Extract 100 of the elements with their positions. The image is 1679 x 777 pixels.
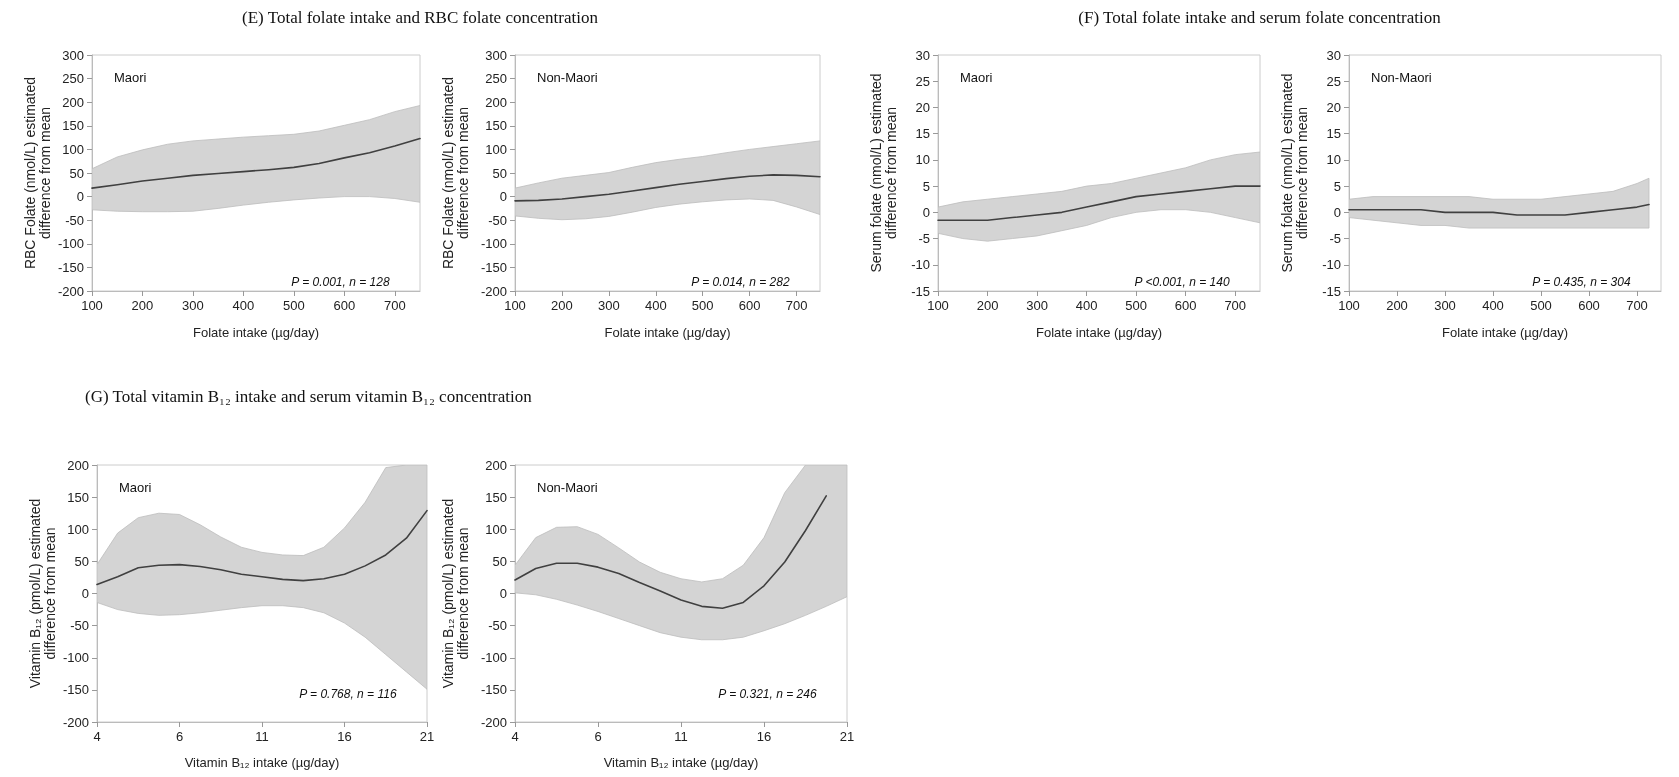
y-tick-label: -5 xyxy=(1329,231,1341,247)
y-tick-label: -50 xyxy=(65,212,84,228)
x-tick-label: 600 xyxy=(1174,298,1197,313)
x-tick-label: 16 xyxy=(756,729,772,744)
x-tick-label: 4 xyxy=(511,729,519,744)
annotation: P = 0.001, n = 128 xyxy=(291,275,390,289)
y-tick-label: -10 xyxy=(911,257,930,273)
y-tick-label: -150 xyxy=(480,259,507,275)
x-axis-title: Folate intake (µg/day) xyxy=(193,325,319,340)
line-series xyxy=(514,174,821,202)
x-tick-label: 4 xyxy=(93,729,101,744)
y-tick-label: 30 xyxy=(1326,47,1341,63)
annotation: P = 0.435, n = 304 xyxy=(1532,275,1631,289)
annotation: P = 0.768, n = 116 xyxy=(299,687,397,701)
line-series xyxy=(91,137,421,189)
y-tick-label: 0 xyxy=(922,204,930,220)
y-tick-label: 50 xyxy=(492,553,507,569)
y-axis-title: Vitamin B₁₂ (pmol/L) estimated difference from mean xyxy=(26,498,58,689)
y-tick-label: 0 xyxy=(499,586,507,601)
x-tick-label: 11 xyxy=(255,729,269,744)
y-tick-label: 25 xyxy=(1326,73,1341,89)
x-tick-label: 500 xyxy=(691,298,714,313)
annotation: P = 0.014, n = 282 xyxy=(691,275,790,289)
x-tick-label: 500 xyxy=(282,298,305,313)
y-tick-label: -10 xyxy=(1322,257,1341,273)
y-tick-label: -100 xyxy=(57,236,84,252)
chart-title: (F) Total folate intake and serum folate concentration xyxy=(1078,8,1442,27)
y-tick-label: 20 xyxy=(1326,99,1341,115)
annotation: P <0.001, n = 140 xyxy=(1134,275,1230,289)
y-tick-label: 100 xyxy=(485,521,507,537)
x-tick-label: 21 xyxy=(839,729,855,744)
y-tick-label: 0 xyxy=(499,189,507,205)
y-tick-label: 5 xyxy=(922,178,930,194)
y-axis-title: RBC Folate (nmol/L) estimated difference from mean xyxy=(21,76,53,270)
y-tick-label: -15 xyxy=(911,283,930,299)
chart-title: (E) Total folate intake and RBC folate concentration xyxy=(242,8,599,27)
y-tick-label: 100 xyxy=(62,141,84,157)
annotation: Maori xyxy=(960,70,993,85)
annotation: Non-Maori xyxy=(537,70,598,85)
y-tick-label: -15 xyxy=(1322,283,1341,299)
y-tick-label: 5 xyxy=(1333,178,1341,194)
x-tick-label: 200 xyxy=(1386,298,1408,313)
y-tick-label: 15 xyxy=(915,126,930,142)
x-tick-label: 600 xyxy=(738,298,761,313)
y-tick-label: -150 xyxy=(62,682,89,698)
x-tick-label: 700 xyxy=(1626,298,1648,313)
y-tick-label: 15 xyxy=(1326,126,1341,142)
y-tick-label: 0 xyxy=(81,586,89,601)
y-tick-label: 250 xyxy=(62,71,84,87)
y-tick-label: 10 xyxy=(915,152,930,168)
line-series xyxy=(514,495,828,610)
x-tick-label: 300 xyxy=(597,298,620,313)
y-tick-label: -200 xyxy=(62,714,89,730)
x-tick-label: 500 xyxy=(1530,298,1552,313)
y-tick-label: -100 xyxy=(480,236,507,252)
x-tick-label: 200 xyxy=(551,298,573,313)
x-axis-title: Folate intake (µg/day) xyxy=(604,325,731,340)
x-tick-label: 21 xyxy=(419,729,435,744)
x-tick-label: 16 xyxy=(337,729,352,744)
annotation: Maori xyxy=(114,70,147,85)
y-tick-label: -50 xyxy=(488,212,507,228)
annotation: Non-Maori xyxy=(1371,70,1432,85)
x-tick-label: 600 xyxy=(1578,298,1600,313)
y-tick-label: 50 xyxy=(74,553,89,569)
y-tick-label: 20 xyxy=(915,99,930,115)
x-tick-label: 200 xyxy=(976,298,999,313)
x-tick-label: 700 xyxy=(383,298,406,313)
x-tick-label: 500 xyxy=(1125,298,1148,313)
y-tick-label: 150 xyxy=(485,489,507,505)
x-axis-title: Vitamin B₁₂ intake (µg/day) xyxy=(603,755,759,770)
y-tick-label: 25 xyxy=(915,73,930,89)
chart-title: (G) Total vitamin B₁₂ intake and serum vitamin B₁₂ concentration xyxy=(85,387,533,406)
y-tick-label: 200 xyxy=(67,457,89,473)
x-tick-label: 600 xyxy=(333,298,356,313)
y-tick-label: 0 xyxy=(76,189,84,205)
x-tick-label: 700 xyxy=(1224,298,1247,313)
y-tick-label: 100 xyxy=(485,141,507,157)
y-tick-label: -200 xyxy=(480,714,507,730)
x-tick-label: 400 xyxy=(1482,298,1504,313)
y-tick-label: 150 xyxy=(62,118,84,134)
y-tick-label: 250 xyxy=(485,71,507,87)
y-tick-label: 0 xyxy=(1333,204,1341,220)
x-tick-label: 300 xyxy=(1026,298,1048,313)
x-axis-title: Folate intake (µg/day) xyxy=(1036,325,1162,340)
y-tick-label: 10 xyxy=(1326,152,1341,168)
y-tick-label: 150 xyxy=(485,118,507,134)
x-tick-label: 6 xyxy=(175,729,184,744)
x-axis-title: Folate intake (µg/day) xyxy=(1442,325,1568,340)
y-tick-label: -50 xyxy=(488,618,507,634)
y-axis-title: RBC Folate (nmol/L) estimated difference from mean xyxy=(439,76,471,270)
y-tick-label: -150 xyxy=(57,259,84,275)
x-tick-label: 6 xyxy=(594,729,602,744)
y-tick-label: 100 xyxy=(67,521,89,537)
y-axis-title: Vitamin B₁₂ (pmol/L) estimated difference from mean xyxy=(439,498,471,689)
y-tick-label: 200 xyxy=(485,457,507,473)
y-tick-label: -200 xyxy=(57,283,84,299)
x-tick-label: 400 xyxy=(644,298,667,313)
y-tick-label: 300 xyxy=(62,47,84,63)
x-tick-label: 300 xyxy=(182,298,204,313)
y-tick-label: -100 xyxy=(62,650,89,666)
